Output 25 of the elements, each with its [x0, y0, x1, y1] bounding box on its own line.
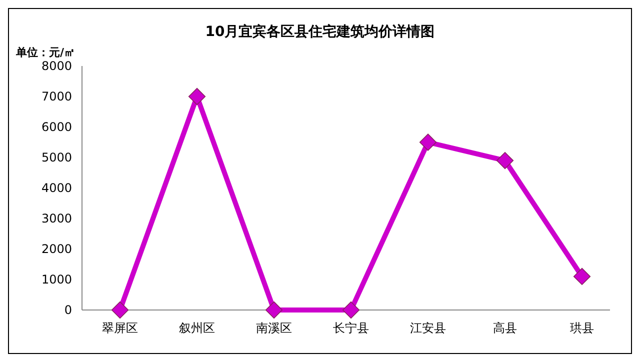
y-tick-label: 0	[64, 303, 72, 318]
chart-title: 10月宜宾各区县住宅建筑均价详情图	[205, 23, 435, 40]
y-tick-label: 3000	[41, 212, 72, 226]
y-tick-label: 8000	[41, 59, 72, 74]
x-tick-label: 高县	[493, 321, 517, 335]
y-tick-label: 2000	[41, 242, 72, 256]
point	[265, 301, 283, 319]
point	[419, 134, 437, 151]
x-tick-label: 叙州区	[179, 321, 215, 335]
x-tick-label: 长宁县	[333, 321, 369, 335]
y-tick-label: 5000	[41, 150, 72, 165]
y-tick-label: 1000	[41, 272, 72, 287]
point	[111, 301, 129, 319]
x-tick-label: 翠屏区	[102, 321, 138, 335]
y-axis-title: 单位：元/㎡	[15, 46, 76, 59]
point	[188, 88, 206, 106]
point	[573, 268, 591, 286]
y-tick-label: 7000	[41, 90, 72, 104]
x-tick-label: 珙县	[570, 321, 594, 335]
y-tick-label: 6000	[41, 120, 72, 134]
point	[342, 301, 360, 319]
point	[496, 152, 514, 170]
x-tick-label: 南溪区	[256, 321, 292, 335]
y-tick-label: 4000	[41, 181, 72, 196]
x-tick-label: 江安县	[410, 321, 446, 335]
